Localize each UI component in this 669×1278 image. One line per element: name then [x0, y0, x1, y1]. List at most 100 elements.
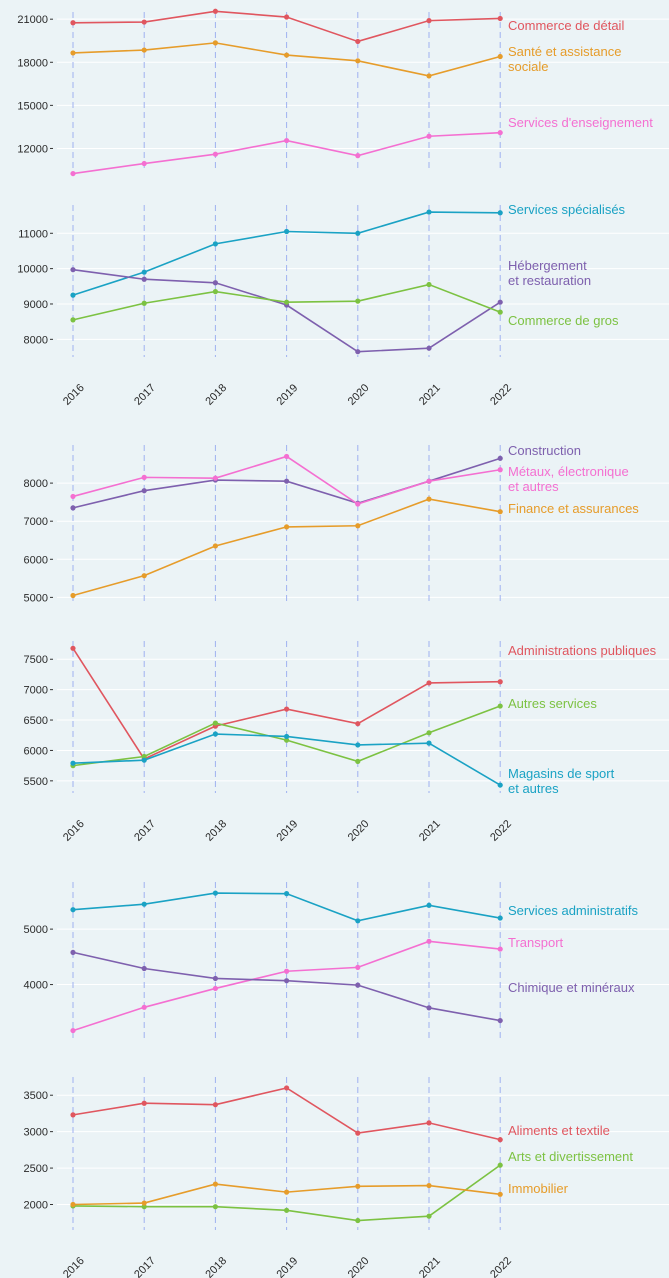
data-point — [426, 18, 432, 24]
x-tick-label: 2017 — [132, 818, 158, 844]
series-label-line: Santé et assistance — [508, 44, 621, 59]
data-point — [70, 170, 76, 177]
y-tick-label: 10000 — [17, 264, 48, 276]
y-tick-label: 5000 — [24, 592, 48, 604]
data-point — [497, 703, 503, 709]
series-label-line: Services spécialisés — [508, 202, 626, 217]
y-tick-label: 9000 — [24, 299, 48, 311]
data-point — [426, 73, 432, 79]
series-label-line: Chimique et minéraux — [508, 980, 635, 995]
data-point — [141, 573, 147, 579]
y-tick-label: 3000 — [24, 1127, 48, 1139]
series-label-line: Magasins de sport — [508, 766, 615, 781]
data-point — [141, 1204, 147, 1210]
series-label-line: Transport — [508, 935, 564, 950]
data-point — [141, 47, 147, 53]
data-point — [497, 1162, 503, 1168]
x-tick-label: 2021 — [417, 1255, 443, 1278]
data-point — [426, 1120, 432, 1126]
data-point — [355, 230, 361, 236]
data-point — [212, 8, 218, 14]
series-label: Hébergement et restauration — [508, 258, 591, 288]
data-point — [212, 720, 218, 726]
data-point — [141, 269, 147, 275]
data-point — [141, 474, 147, 480]
series-label-line: Hébergement — [508, 258, 587, 273]
series-label: Autres services — [508, 696, 597, 711]
y-tick-label: 5500 — [24, 776, 48, 788]
data-point — [141, 757, 147, 763]
data-point — [497, 915, 503, 921]
series-label: Services administratifs — [508, 903, 639, 918]
data-point — [70, 1027, 76, 1034]
x-tick-label: 2016 — [61, 382, 87, 408]
data-point — [497, 309, 503, 315]
data-point — [497, 1017, 503, 1024]
data-point — [284, 478, 290, 484]
x-tick-label: 2018 — [203, 1255, 229, 1278]
x-tick-label: 2020 — [346, 382, 372, 408]
series-label: Métaux, électronique et autres — [508, 464, 629, 494]
data-point — [284, 137, 290, 144]
chart-panel-4: 5500 6000 6500 7000 7500 2016 2017 2018 2019 2020… — [24, 641, 669, 844]
y-tick-label: 8000 — [24, 478, 48, 490]
y-tick-label: 6000 — [24, 745, 48, 757]
series-label: Santé et assistance sociale — [508, 44, 621, 74]
data-point — [70, 760, 76, 766]
series-label: Finance et assurances — [508, 501, 639, 516]
data-point — [141, 1100, 147, 1106]
x-tick-label: 2020 — [346, 1255, 372, 1278]
data-point — [212, 731, 218, 737]
series-label: Aliments et textile — [508, 1123, 610, 1138]
data-point — [70, 949, 76, 956]
data-point — [70, 267, 76, 273]
y-tick-label: 12000 — [17, 143, 48, 155]
series-label-line: et autres — [508, 479, 559, 494]
series-label: Administrations publiques — [508, 643, 657, 658]
data-point — [70, 50, 76, 56]
data-point — [426, 209, 432, 215]
series-label-line: et autres — [508, 781, 559, 796]
data-point — [284, 14, 290, 20]
y-tick-label: 11000 — [18, 228, 48, 240]
data-point — [284, 1189, 290, 1195]
data-point — [497, 509, 503, 515]
series-label: Commerce de gros — [508, 313, 619, 328]
data-point — [426, 680, 432, 686]
series-label-line: et restauration — [508, 273, 591, 288]
y-tick-label: 7500 — [24, 654, 48, 666]
data-point — [284, 891, 290, 897]
series-label: Construction — [508, 443, 581, 458]
data-point — [284, 1207, 290, 1213]
y-tick-label: 6000 — [24, 554, 48, 566]
x-tick-label: 2017 — [132, 1255, 158, 1278]
data-point — [355, 38, 361, 45]
series-label-line: Services d'enseignement — [508, 115, 653, 130]
data-point — [497, 1191, 503, 1197]
data-point — [284, 733, 290, 740]
data-point — [141, 1200, 147, 1206]
data-point — [426, 281, 432, 288]
series-label: Immobilier — [508, 1181, 569, 1196]
chart-panel-3: 5000 6000 7000 8000 Construction Métaux, élec… — [24, 443, 669, 605]
data-point — [426, 1213, 432, 1219]
y-tick-label: 4000 — [24, 980, 48, 992]
data-point — [212, 40, 218, 46]
data-point — [355, 298, 361, 304]
data-point — [212, 890, 218, 896]
data-point — [212, 289, 218, 295]
y-tick-label: 6500 — [24, 715, 48, 727]
data-point — [284, 299, 290, 305]
series-label-line: Construction — [508, 443, 581, 458]
series-label: Arts et divertissement — [508, 1149, 633, 1164]
data-point — [212, 543, 218, 549]
y-tick-label: 7000 — [24, 685, 48, 697]
data-point — [497, 130, 503, 136]
data-point — [284, 453, 290, 460]
series-label-line: Autres services — [508, 696, 597, 711]
data-point — [141, 753, 147, 760]
data-point — [141, 276, 147, 282]
data-point — [497, 946, 503, 952]
